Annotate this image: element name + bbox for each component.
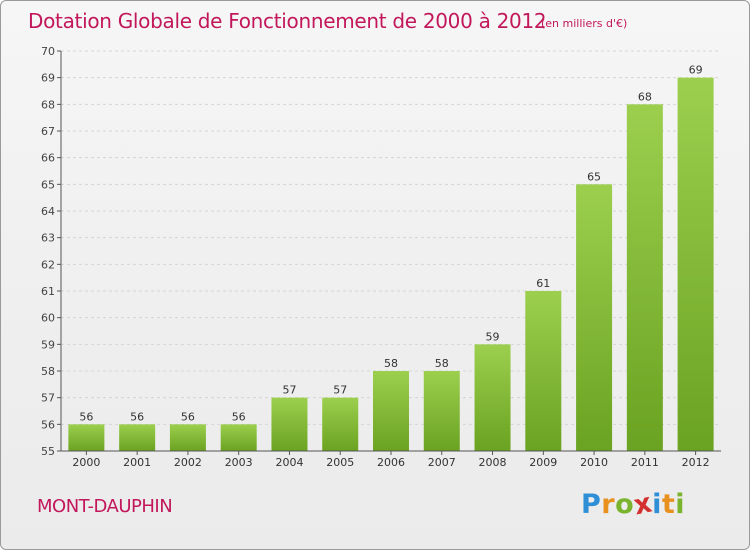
bar-2006 [373,371,409,451]
bar-2007 [423,371,460,451]
bar-2005 [322,397,359,451]
logo-letter: o [615,489,635,520]
axes: 55 56 57 58 59 60 61 62 63 64 65 66 67 68 69 70 2000 2001… [41,45,721,469]
bar-2004 [271,397,308,451]
logo-letter: i [675,489,686,520]
x-tick-label: 2004 [275,456,303,469]
y-tick-label: 63 [41,232,55,245]
bar-value-label: 69 [689,64,703,77]
x-tick-label: 2011 [631,456,659,469]
y-tick-label: 59 [41,338,55,351]
logo-letter: i [652,489,662,520]
y-tick-label: 66 [41,152,55,165]
y-tick-label: 56 [41,418,55,431]
bar-value-label: 57 [333,384,347,397]
bar-2002 [169,424,206,451]
chart-subtitle: (en milliers d'€) [541,17,628,30]
bar-2003 [220,424,257,451]
bar-value-label: 56 [232,410,246,423]
proxiti-logo: Proxiti [581,487,686,521]
x-tick-label: 2002 [174,456,202,469]
bar-2001 [119,424,156,451]
logo-letter: P [581,489,602,520]
bar-value-label: 61 [536,277,550,290]
y-tick-label: 55 [41,445,55,458]
y-tick-label: 64 [41,205,55,218]
bar-value-label: 58 [384,357,398,370]
bar-value-label: 57 [282,384,296,397]
bars: 56 56 56 56 57 57 58 58 59 61 65 68 69 [68,64,714,452]
bar-value-label: 59 [486,330,500,343]
bar-value-label: 65 [587,170,601,183]
y-tick-label: 70 [41,45,55,58]
bar-2012 [677,77,714,452]
bar-2008 [474,344,511,451]
bar-value-label: 68 [638,90,652,103]
logo-letter: r [601,489,616,520]
y-tick-label: 61 [41,285,55,298]
y-tick-label: 57 [41,392,55,405]
y-tick-label: 62 [41,258,55,271]
bar-2010 [576,184,613,452]
y-tick-label: 65 [41,178,55,191]
x-tick-label: 2007 [428,456,456,469]
x-tick-label: 2008 [479,456,507,469]
bar-value-label: 56 [130,410,144,423]
x-tick-label: 2005 [326,456,354,469]
x-tick-label: 2001 [123,456,151,469]
y-tick-label: 60 [41,312,55,325]
logo-letter: t [661,489,676,520]
x-tick-label: 2012 [682,456,710,469]
bar-value-label: 56 [79,410,93,423]
bar-value-label: 56 [181,410,195,423]
x-tick-label: 2000 [72,456,100,469]
y-tick-label: 67 [41,125,55,138]
town-name: MONT-DAUPHIN [37,496,173,517]
x-tick-label: 2003 [225,456,253,469]
bar-value-label: 58 [435,357,449,370]
x-tick-label: 2009 [529,456,557,469]
bar-2009 [525,291,562,451]
bar-2011 [626,104,663,451]
y-tick-label: 69 [41,72,55,85]
x-tick-label: 2010 [580,456,608,469]
chart-title: Dotation Globale de Fonctionnement de 20… [28,9,547,33]
y-tick-label: 68 [41,98,55,111]
bar-2000 [68,424,105,451]
y-tick-label: 58 [41,365,55,378]
x-tick-label: 2006 [377,456,405,469]
